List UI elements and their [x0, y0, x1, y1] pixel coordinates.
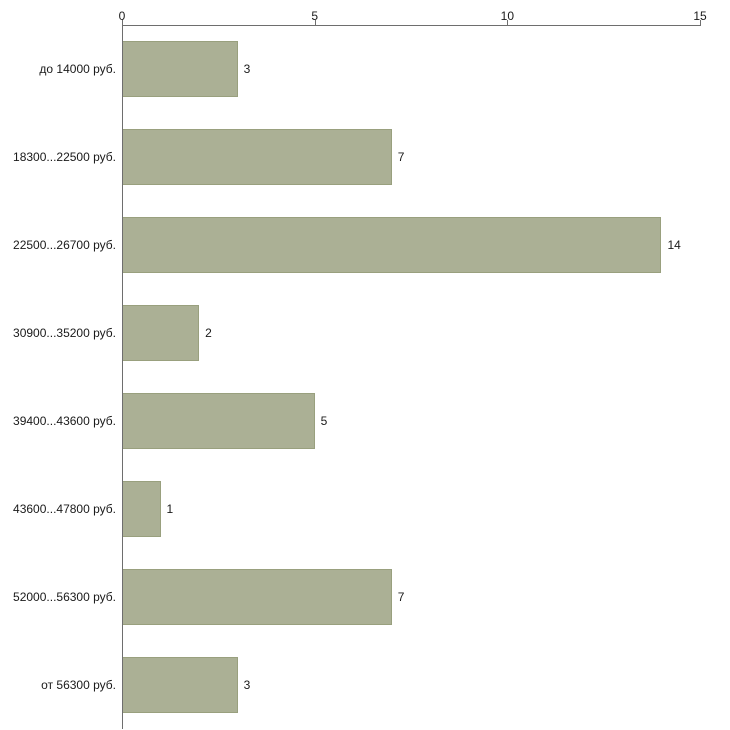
chart-row: 30900...35200 руб. 2	[0, 289, 730, 377]
chart-row: 52000...56300 руб. 7	[0, 553, 730, 641]
bar	[122, 481, 161, 537]
chart-rows: до 14000 руб. 3 18300...22500 руб. 7 22500..…	[0, 25, 730, 729]
chart-row: до 14000 руб. 3	[0, 25, 730, 113]
row-plot-area: 3	[122, 641, 700, 729]
x-axis: 0 5 10 15	[119, 10, 707, 26]
category-label: 43600...47800 руб.	[13, 502, 116, 516]
value-label: 7	[397, 590, 405, 604]
category-label: 39400...43600 руб.	[13, 414, 116, 428]
value-label: 5	[320, 414, 328, 428]
bar	[122, 41, 238, 97]
value-label: 14	[667, 238, 681, 252]
x-axis-tick-mark	[122, 20, 123, 26]
x-axis-tick-label: 0	[118, 9, 126, 23]
value-label: 3	[243, 678, 251, 692]
value-label: 3	[243, 62, 251, 76]
row-plot-area: 1	[122, 465, 700, 553]
chart-row: 39400...43600 руб. 5	[0, 377, 730, 465]
bar	[122, 393, 315, 449]
category-label: 30900...35200 руб.	[13, 326, 116, 340]
value-label: 2	[205, 326, 212, 340]
bar	[122, 569, 392, 625]
chart-row: 22500...26700 руб. 14	[0, 201, 730, 289]
chart-row: 18300...22500 руб. 7	[0, 113, 730, 201]
x-axis-tick-mark	[700, 20, 701, 26]
chart-row: от 56300 руб. 3	[0, 641, 730, 729]
row-plot-area: 3	[122, 25, 700, 113]
row-plot-area: 5	[122, 377, 700, 465]
x-axis-tick-mark	[314, 20, 316, 26]
value-label: 7	[397, 150, 405, 164]
bar	[122, 305, 200, 361]
category-label: 22500...26700 руб.	[13, 238, 116, 252]
bar	[122, 129, 392, 185]
category-label: 52000...56300 руб.	[13, 590, 116, 604]
row-plot-area: 7	[122, 113, 700, 201]
x-axis-tick-label: 10	[500, 9, 515, 23]
bar	[122, 217, 662, 273]
row-plot-area: 14	[122, 201, 700, 289]
row-plot-area: 2	[122, 289, 700, 377]
value-label: 1	[166, 502, 174, 516]
chart-row: 43600...47800 руб. 1	[0, 465, 730, 553]
x-axis-tick-label: 15	[693, 9, 707, 23]
y-axis-line	[122, 25, 123, 729]
category-label: 18300...22500 руб.	[13, 150, 116, 164]
row-plot-area: 7	[122, 553, 700, 641]
category-label: до 14000 руб.	[39, 62, 116, 76]
x-axis-tick-label: 5	[311, 9, 318, 23]
x-axis-tick-mark	[507, 20, 509, 26]
category-label: от 56300 руб.	[41, 678, 116, 692]
bar	[122, 657, 238, 713]
